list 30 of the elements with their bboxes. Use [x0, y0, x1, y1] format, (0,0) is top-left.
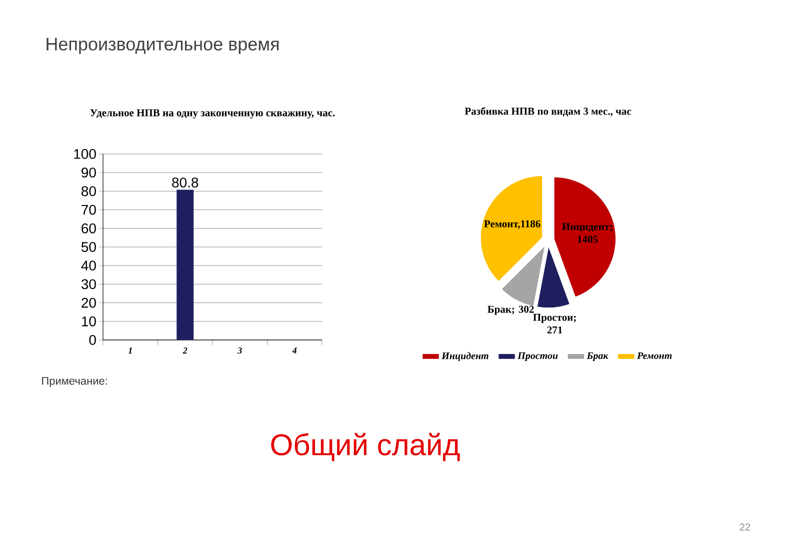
x-tick-label: 2 — [182, 348, 188, 354]
y-tick-label: 0 — [89, 335, 96, 345]
y-tick-label: 70 — [82, 204, 96, 215]
y-tick-label: 20 — [82, 298, 96, 308]
y-tick-label: 30 — [81, 279, 96, 290]
text: 22 — [740, 523, 750, 530]
data-label: Брак; 302 — [488, 306, 534, 315]
chart-title: Удельное НПВ на одну законченную скважину, час. — [90, 109, 335, 118]
legend-label: Ремонт — [637, 352, 672, 360]
text: Общий слайд — [271, 432, 460, 462]
legend-label: Инцидент — [442, 352, 488, 362]
data-label: 80.8 — [172, 178, 198, 188]
y-tick-label: 50 — [81, 242, 96, 252]
x-tick-label: 4 — [292, 348, 297, 354]
data-label: Инцидент; 1405 — [562, 223, 612, 243]
chart-title: Разбивка НПВ по видам 3 мес., час — [464, 107, 632, 116]
x-tick-label: 1 — [128, 348, 132, 354]
y-tick-label: 90 — [82, 168, 96, 178]
y-tick-label: 40 — [81, 260, 96, 271]
y-tick-label: 100 — [74, 149, 96, 159]
text: Примечание: — [42, 377, 107, 387]
legend-label: Простои — [518, 352, 558, 362]
y-tick-label: 60 — [82, 223, 96, 234]
data-label: Простои; 271 — [533, 314, 576, 334]
x-tick-label: 3 — [238, 348, 242, 354]
y-tick-label: 10 — [82, 316, 96, 326]
y-tick-label: 80 — [82, 186, 96, 196]
legend-label: Брак — [586, 352, 608, 362]
text: Непроизводительное время — [46, 38, 279, 54]
data-label: Ремонт,1186 — [484, 220, 540, 229]
